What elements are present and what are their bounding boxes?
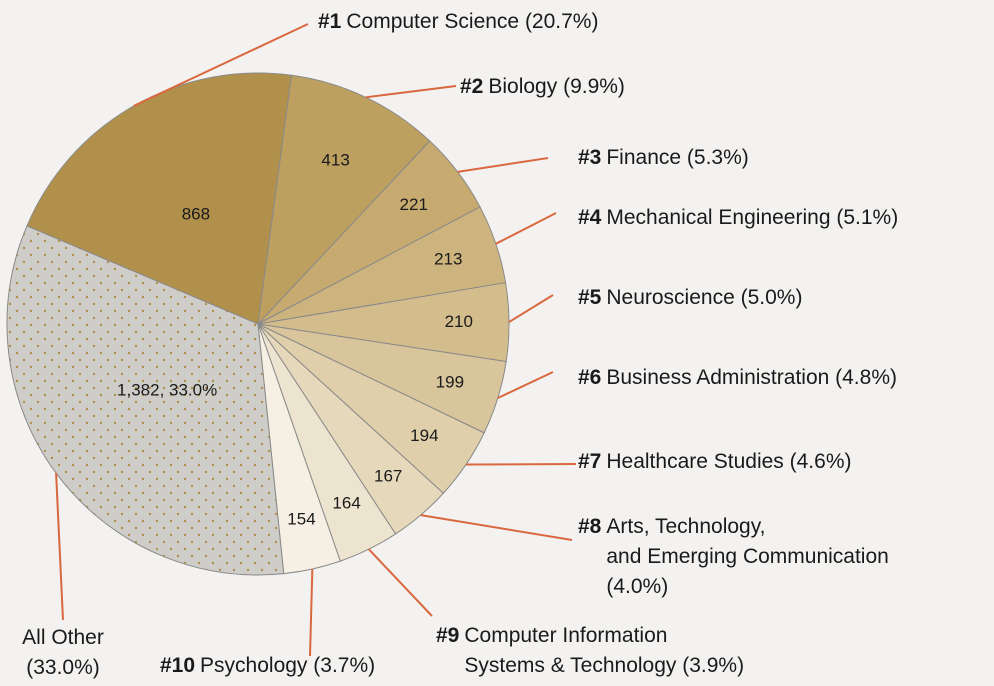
callout-label: #10 Psychology (3.7%) — [160, 654, 375, 677]
value-label: 154 — [287, 510, 315, 529]
callout-line: Mechanical Engineering (5.1%) — [606, 206, 898, 229]
callout-rank: #8 — [578, 515, 602, 538]
leader-line — [465, 463, 577, 466]
callout-label: #2 Biology (9.9%) — [460, 75, 625, 98]
callout-rank: #5 — [578, 286, 602, 309]
value-label: 413 — [321, 150, 349, 169]
callout-label: #3 Finance (5.3%) — [578, 146, 749, 169]
leader-line — [55, 473, 64, 621]
leader-line — [368, 548, 433, 617]
value-label: 210 — [445, 312, 473, 331]
callout-rank: #4 — [578, 206, 602, 229]
callout-label: All Other (33.0%) — [22, 626, 104, 679]
callout-label: #4 Mechanical Engineering (5.1%) — [578, 206, 898, 229]
leader-line — [497, 371, 554, 399]
callout-line: Computer Information — [464, 624, 667, 647]
callout-rank: #7 — [578, 450, 601, 473]
callout-line: Finance (5.3%) — [606, 146, 748, 169]
callout-line: and Emerging Communication — [606, 545, 888, 568]
value-label: 1,382, 33.0% — [117, 381, 217, 400]
callout-rank: #6 — [578, 366, 601, 389]
callout-label: #6 Business Administration (4.8%) — [578, 366, 897, 389]
callout-rank: #1 — [318, 10, 342, 33]
callout-line: Computer Science (20.7%) — [346, 10, 598, 33]
leader-line — [309, 569, 314, 657]
callout-line: Business Administration (4.8%) — [606, 366, 897, 389]
callout-rank: #9 — [436, 624, 459, 647]
leader-line — [508, 294, 554, 323]
callout-line: Systems & Technology (3.9%) — [464, 654, 744, 677]
value-label: 194 — [410, 426, 438, 445]
value-label: 164 — [332, 494, 360, 513]
leader-line — [495, 212, 557, 245]
leader-line — [133, 23, 309, 107]
callout-rank: #3 — [578, 146, 601, 169]
callout-line: All Other — [22, 626, 104, 649]
leader-line — [457, 157, 549, 173]
callout-label: #5 Neuroscience (5.0%) — [578, 286, 802, 309]
callout-label: #8 Arts, Technology, and Emerging Communic… — [578, 515, 889, 598]
value-label: 199 — [436, 373, 464, 392]
callout-line: Biology (9.9%) — [488, 75, 625, 98]
value-label: 167 — [374, 466, 402, 485]
callout-label: #1 Computer Science (20.7%) — [318, 10, 598, 33]
value-label: 213 — [434, 249, 462, 268]
callout-line: (33.0%) — [26, 656, 100, 679]
leader-line — [365, 85, 457, 99]
callout-line: Healthcare Studies (4.6%) — [606, 450, 851, 473]
callout-line: Neuroscience (5.0%) — [606, 286, 802, 309]
callout-line: Arts, Technology, — [606, 515, 765, 538]
value-label: 221 — [400, 195, 428, 214]
value-label: 868 — [182, 204, 210, 223]
callout-rank: #2 — [460, 75, 483, 98]
callout-line: (4.0%) — [606, 575, 668, 598]
callout-label: #7 Healthcare Studies (4.6%) — [578, 450, 851, 473]
callout-label: #9 Computer Information Systems & Technolo… — [436, 624, 744, 677]
callout-rank: #10 — [160, 654, 195, 677]
leader-line — [420, 514, 573, 541]
callout-line: Psychology (3.7%) — [200, 654, 375, 677]
